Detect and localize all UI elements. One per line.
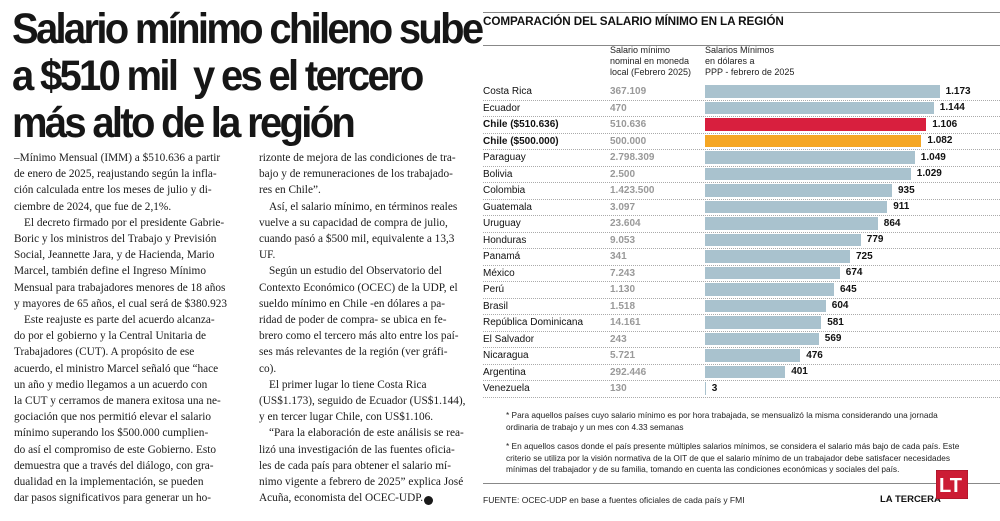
- svg-text:LT: LT: [939, 475, 962, 497]
